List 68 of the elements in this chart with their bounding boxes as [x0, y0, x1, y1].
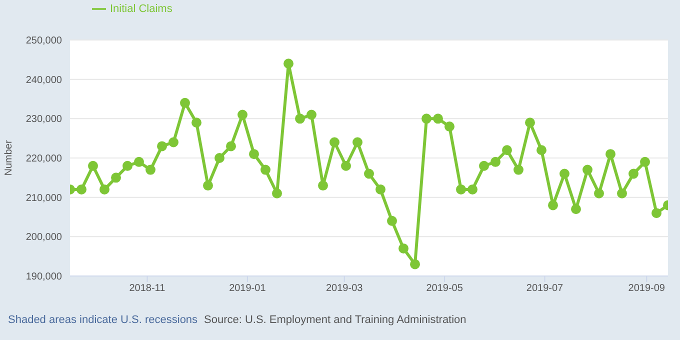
point: [514, 164, 524, 175]
point: [410, 259, 420, 270]
point: [582, 164, 592, 175]
x-tick-label: 2019-03: [326, 283, 364, 294]
point: [640, 156, 650, 167]
point: [422, 114, 432, 124]
point: [387, 216, 397, 226]
point: [318, 180, 328, 191]
point: [295, 114, 305, 124]
point: [157, 141, 167, 152]
point: [456, 184, 466, 194]
point: [134, 156, 144, 167]
point: [146, 164, 156, 175]
y-tick-label: 220,000: [26, 154, 62, 165]
point: [203, 180, 213, 191]
point: [536, 145, 546, 156]
point: [433, 114, 443, 124]
point: [376, 184, 386, 194]
x-tick-label: 2019-01: [229, 283, 266, 294]
point: [398, 243, 408, 254]
point: [168, 137, 178, 148]
y-axis-title: Number: [4, 140, 15, 176]
y-tick-label: 250,000: [26, 36, 62, 47]
x-tick-label: 2019-07: [526, 283, 564, 294]
point: [214, 153, 224, 163]
y-tick-label: 200,000: [26, 232, 62, 244]
point: [306, 110, 316, 120]
point: [238, 110, 248, 120]
point: [490, 156, 500, 167]
point: [652, 208, 662, 218]
point: [122, 160, 132, 171]
x-tick-label: 2019-05: [426, 283, 464, 294]
point: [594, 188, 604, 198]
y-tick-label: 190,000: [26, 272, 62, 283]
y-tick-label: 230,000: [26, 114, 62, 126]
point: [76, 184, 86, 194]
point: [111, 172, 121, 183]
point: [284, 58, 294, 69]
text: Shaded areas indicate U.S. recessions: [8, 314, 198, 326]
point: [548, 200, 558, 210]
point: [341, 160, 351, 171]
point: [628, 168, 638, 179]
point: [468, 184, 478, 194]
point: [617, 188, 627, 198]
point: [192, 118, 202, 128]
point: [444, 122, 454, 132]
point: [352, 137, 362, 148]
point: [571, 204, 581, 214]
y-tick-label: 240,000: [26, 74, 62, 86]
point: [88, 160, 98, 171]
point: [502, 145, 512, 156]
x-tick-label: 2019-09: [628, 283, 666, 294]
point: [606, 149, 616, 160]
point: [364, 168, 374, 179]
source-note: Source: U.S. Employment and Training Administration: [204, 314, 466, 326]
point: [180, 98, 190, 108]
legend-label: Initial Claims: [110, 2, 172, 15]
x-tick-label: 2018-11: [129, 283, 166, 294]
y-tick-label: 210,000: [26, 192, 62, 204]
point: [272, 188, 282, 198]
point: [100, 184, 110, 194]
point: [226, 141, 236, 152]
point: [249, 149, 259, 160]
point: [560, 168, 570, 179]
point: [260, 164, 270, 175]
point: [525, 118, 535, 128]
point: [479, 160, 489, 171]
point: [330, 137, 340, 148]
